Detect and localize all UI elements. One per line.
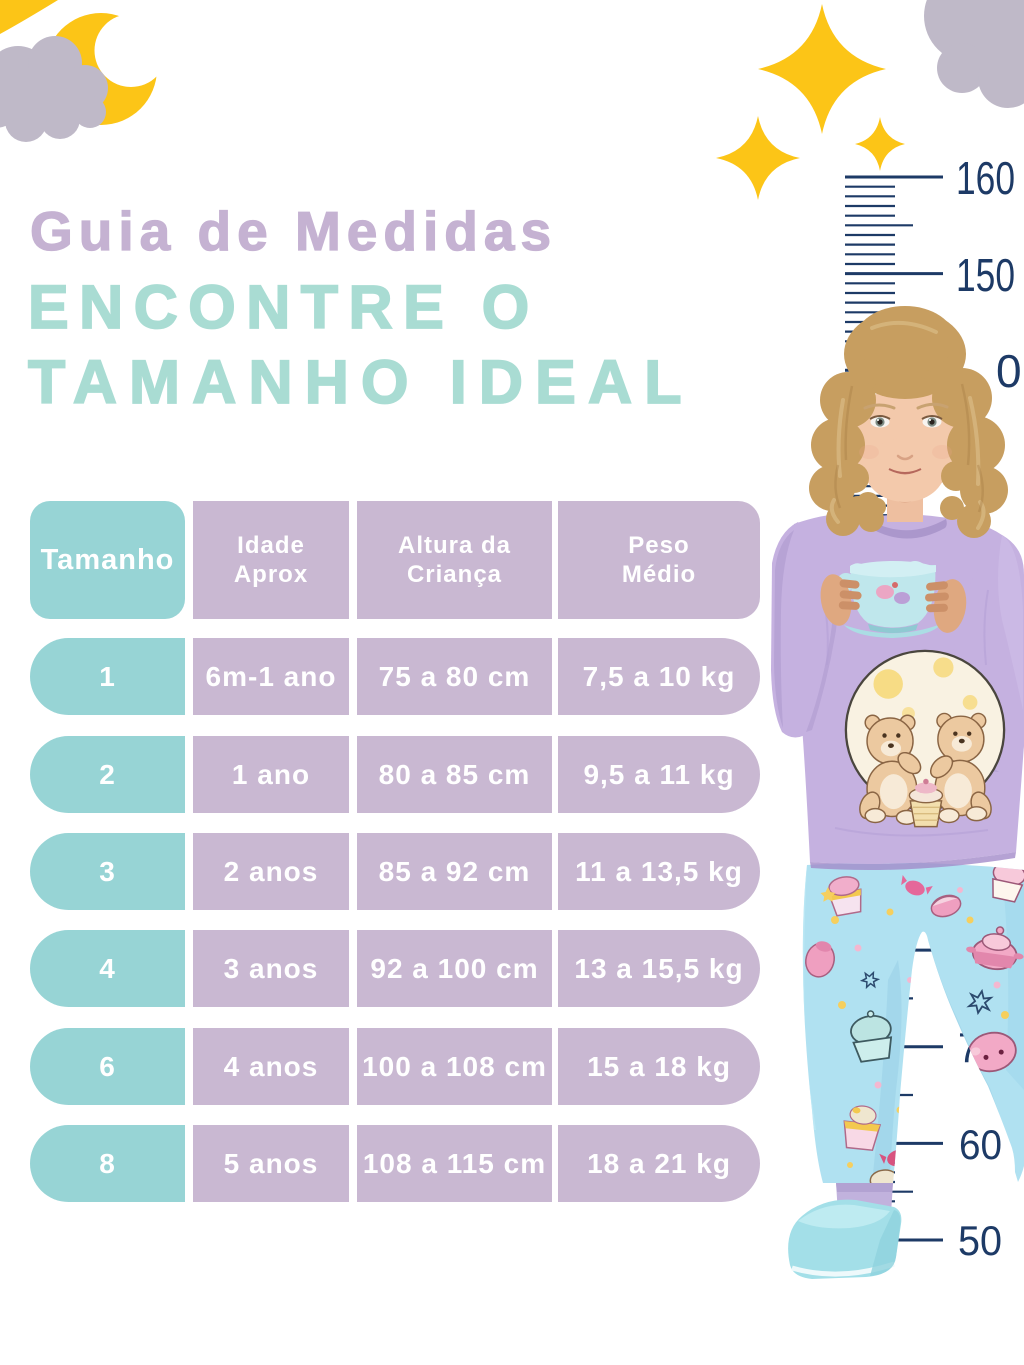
svg-text:160: 160 xyxy=(956,152,1015,204)
svg-text:150: 150 xyxy=(956,249,1015,301)
svg-text:50: 50 xyxy=(958,1217,1002,1264)
svg-text:60: 60 xyxy=(959,1121,1002,1168)
svg-text:0: 0 xyxy=(996,345,1022,397)
